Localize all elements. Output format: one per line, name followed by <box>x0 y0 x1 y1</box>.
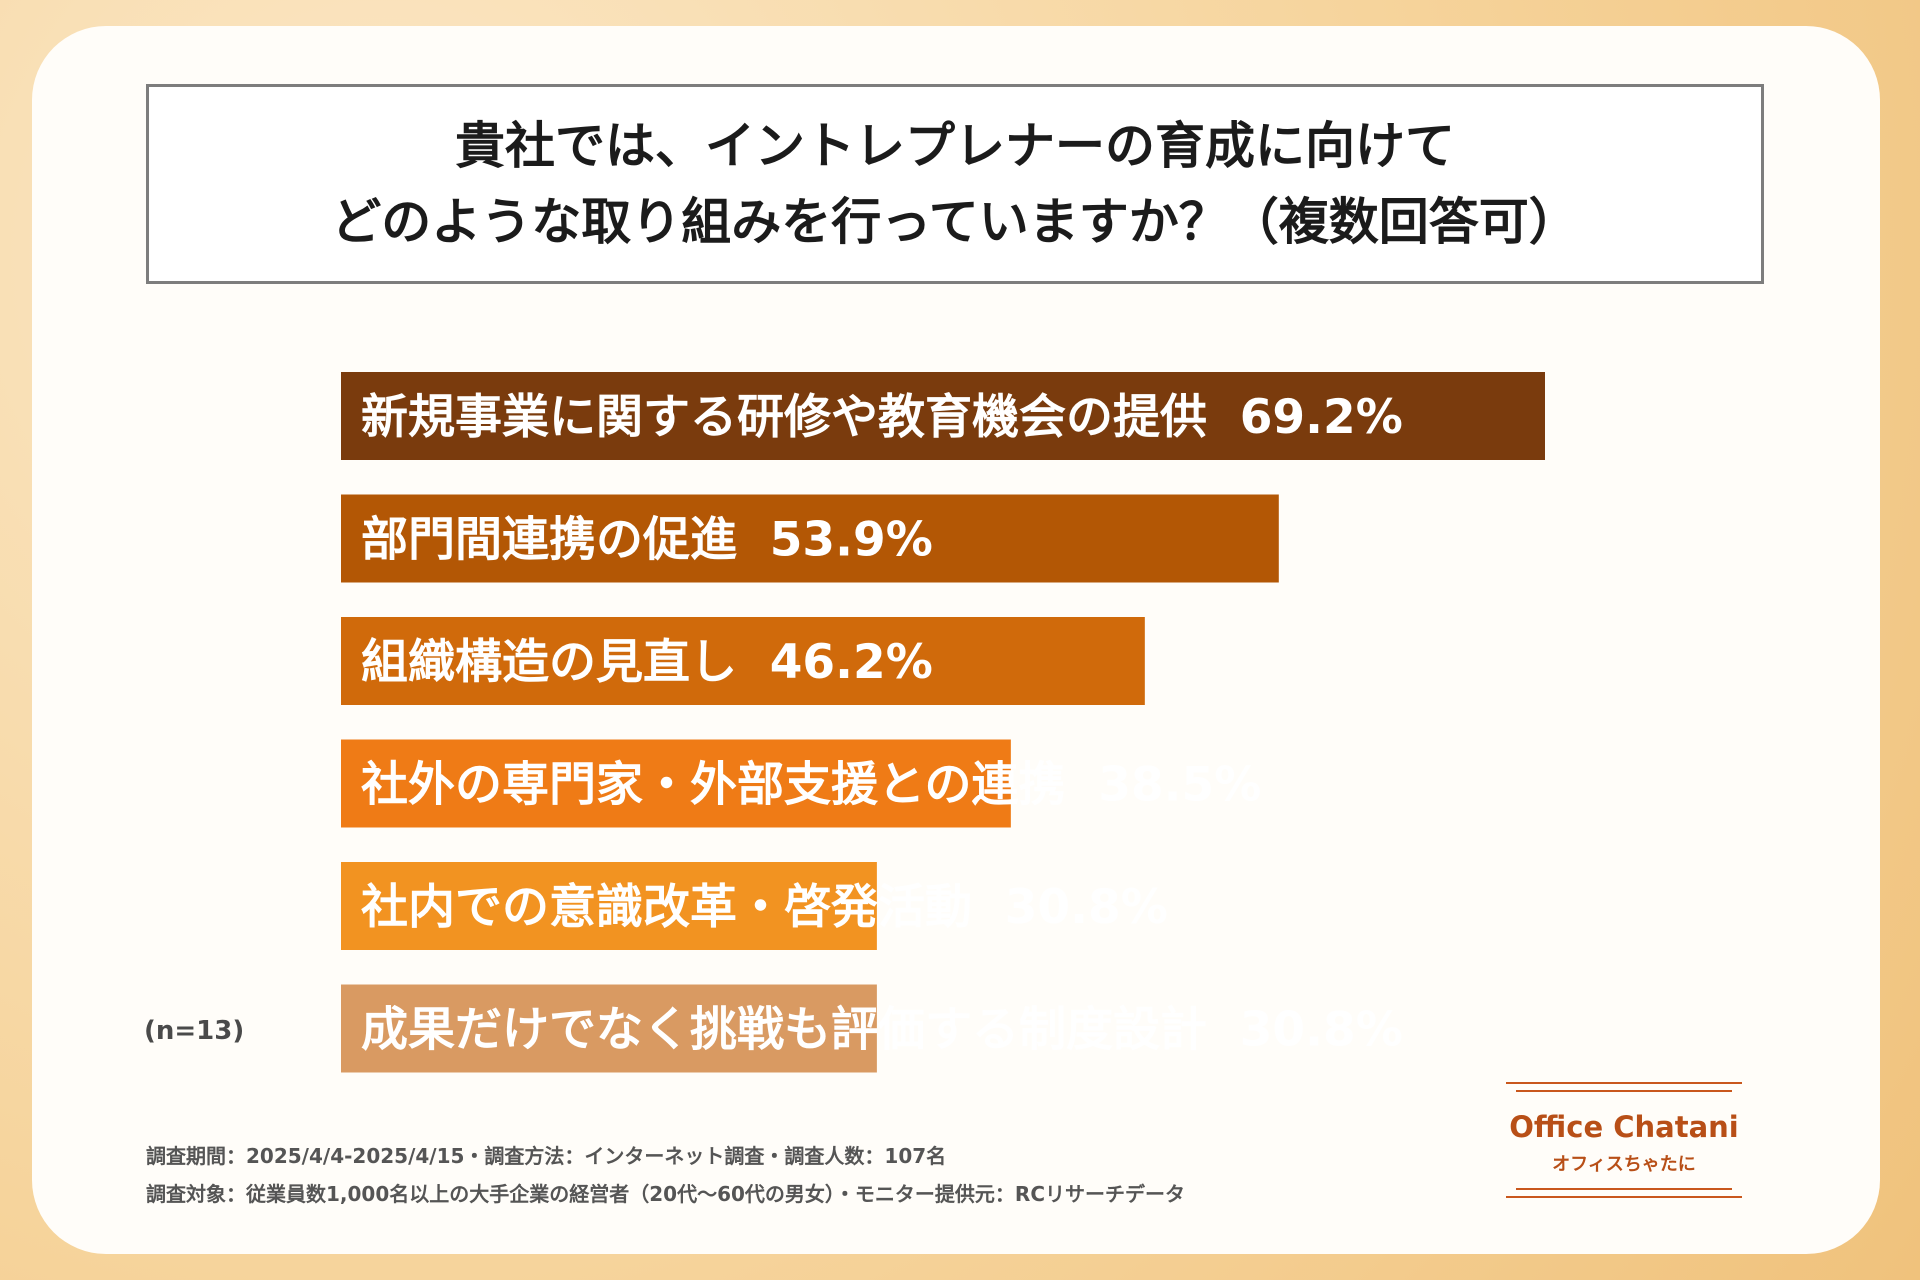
sample-size-note: (n=13) <box>144 1016 245 1046</box>
bar-label-2: 部門間連携の促進 53.9% <box>361 513 933 568</box>
category-label-5: 社内での意識改革・啓発活動 <box>361 880 972 935</box>
bar-5 <box>341 862 877 950</box>
survey-footnote-period: 調査期間：2025/4/4-2025/4/15・調査方法：インターネット調査・調… <box>146 1144 947 1168</box>
bar-4 <box>341 739 1011 828</box>
bar-label-4: 社外の専門家・外部支援との連携 38.5% <box>361 758 1261 813</box>
logo-rule-top-inner <box>1516 1090 1732 1092</box>
value-label-4: 38.5% <box>1098 758 1261 813</box>
category-label-2: 部門間連携の促進 <box>361 513 737 568</box>
survey-footnote-target: 調査対象：従業員数1,000名以上の大手企業の経営者（20代～60代の男女）・モ… <box>146 1182 1186 1206</box>
logo-rule-top <box>1506 1082 1742 1084</box>
category-label-6: 成果だけでなく挑戦も評価する制度設計 <box>361 1003 1207 1058</box>
bar-label-3: 組織構造の見直し 46.2% <box>361 635 933 690</box>
category-label-4: 社外の専門家・外部支援との連携 <box>361 758 1066 813</box>
logo-rule-bottom <box>1506 1196 1742 1198</box>
office-chatani-logo: Office Chatani オフィスちゃたに <box>1506 1080 1742 1204</box>
bar-6 <box>341 984 877 1073</box>
bar-3 <box>341 617 1145 705</box>
value-label-3: 46.2% <box>770 635 933 690</box>
category-label-1: 新規事業に関する研修や教育機会の提供 <box>361 390 1207 445</box>
value-label-5: 30.8% <box>1005 880 1168 935</box>
bar-1 <box>341 372 1545 460</box>
chart-title-line-1: 貴社では、イントレプレナーの育成に向けて <box>455 117 1455 175</box>
logo-rule-bottom-inner <box>1516 1188 1732 1190</box>
bar-label-1: 新規事業に関する研修や教育機会の提供 69.2% <box>361 390 1403 445</box>
value-label-1: 69.2% <box>1240 390 1403 445</box>
chart-title-box: 貴社では、イントレプレナーの育成に向けて どのような取り組みを行っていますか？（… <box>146 84 1764 284</box>
chart-title-line-2: どのような取り組みを行っていますか？（複数回答可） <box>331 193 1579 251</box>
bar-label-6: 成果だけでなく挑戦も評価する制度設計 30.8% <box>361 1003 1403 1058</box>
category-label-3: 組織構造の見直し <box>361 635 737 690</box>
value-label-6: 30.8% <box>1240 1003 1403 1058</box>
bar-2 <box>341 494 1279 583</box>
bar-label-5: 社内での意識改革・啓発活動 30.8% <box>361 880 1168 935</box>
value-label-2: 53.9% <box>770 513 933 568</box>
logo-sub-text: オフィスちゃたに <box>1552 1154 1696 1175</box>
logo-main-text: Office Chatani <box>1509 1110 1739 1144</box>
